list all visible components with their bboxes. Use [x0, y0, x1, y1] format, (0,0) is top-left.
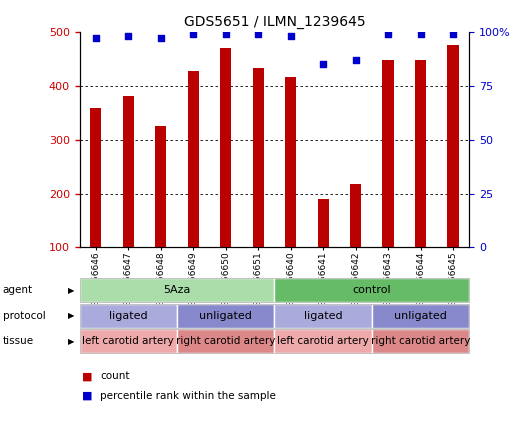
Text: 5Aza: 5Aza — [163, 286, 191, 295]
Text: control: control — [352, 286, 391, 295]
Point — [417, 30, 425, 37]
Text: ▶: ▶ — [68, 337, 74, 346]
Bar — [415, 60, 426, 247]
Text: ■: ■ — [82, 390, 92, 401]
Bar — [383, 60, 394, 247]
Point — [124, 33, 132, 39]
Bar — [220, 48, 231, 247]
Text: unligated: unligated — [394, 311, 447, 321]
Point — [287, 33, 295, 39]
Text: count: count — [100, 371, 130, 382]
Text: ■: ■ — [82, 371, 92, 382]
Bar — [285, 77, 297, 247]
Text: unligated: unligated — [199, 311, 252, 321]
Bar — [155, 126, 166, 247]
Text: tissue: tissue — [3, 336, 34, 346]
Text: right carotid artery: right carotid artery — [176, 336, 275, 346]
Title: GDS5651 / ILMN_1239645: GDS5651 / ILMN_1239645 — [184, 15, 365, 29]
Point — [156, 35, 165, 41]
Point — [92, 35, 100, 41]
Bar — [188, 71, 199, 247]
Text: protocol: protocol — [3, 311, 45, 321]
Text: ligated: ligated — [109, 311, 148, 321]
Text: right carotid artery: right carotid artery — [371, 336, 470, 346]
Text: ▶: ▶ — [68, 311, 74, 320]
Text: left carotid artery: left carotid artery — [278, 336, 369, 346]
Point — [222, 30, 230, 37]
Text: left carotid artery: left carotid artery — [83, 336, 174, 346]
Point — [351, 56, 360, 63]
Bar — [252, 69, 264, 247]
Bar — [350, 184, 361, 247]
Bar — [447, 45, 459, 247]
Point — [319, 60, 327, 67]
Text: percentile rank within the sample: percentile rank within the sample — [100, 390, 276, 401]
Point — [189, 30, 198, 37]
Bar — [123, 96, 134, 247]
Bar — [318, 199, 329, 247]
Point — [254, 30, 262, 37]
Text: ligated: ligated — [304, 311, 343, 321]
Text: ▶: ▶ — [68, 286, 74, 295]
Point — [384, 30, 392, 37]
Text: agent: agent — [3, 286, 33, 295]
Point — [449, 30, 457, 37]
Bar — [90, 108, 102, 247]
